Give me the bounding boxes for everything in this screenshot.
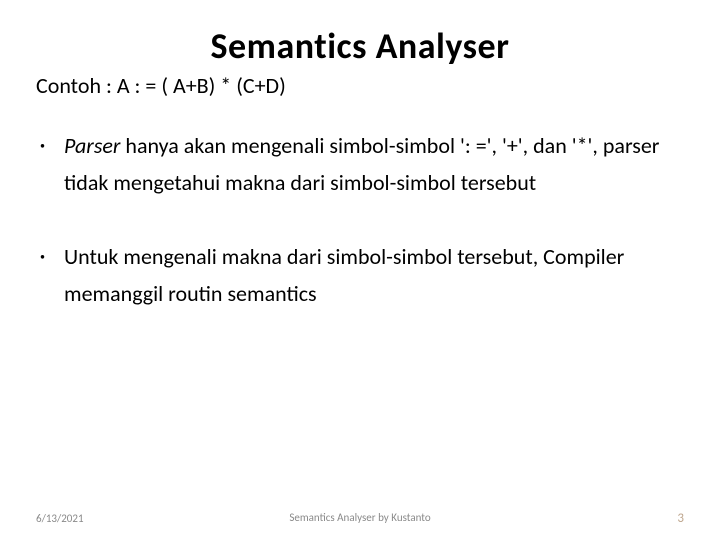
slide-subtitle: Contoh : A : = ( A+B) * (C+D) xyxy=(36,72,684,99)
bullet-emphasis: Parser xyxy=(64,132,120,159)
slide-container: Semantics Analyser Contoh : A : = ( A+B)… xyxy=(0,0,720,540)
footer-page-number: 3 xyxy=(677,511,684,526)
bullet-text: Untuk mengenali makna dari simbol-simbol… xyxy=(64,243,624,307)
footer-date: 6/13/2021 xyxy=(36,512,84,525)
bullet-list: Parser hanya akan mengenali simbol-simbo… xyxy=(36,127,684,313)
slide-title: Semantics Analyser xyxy=(36,24,684,68)
bullet-item: Parser hanya akan mengenali simbol-simbo… xyxy=(36,127,684,202)
bullet-item: Untuk mengenali makna dari simbol-simbol… xyxy=(36,238,684,313)
bullet-text: hanya akan mengenali simbol-simbol ': ='… xyxy=(64,132,659,196)
footer-author: Semantics Analyser by Kustanto xyxy=(289,511,430,524)
slide-footer: 6/13/2021 Semantics Analyser by Kustanto… xyxy=(0,511,720,526)
